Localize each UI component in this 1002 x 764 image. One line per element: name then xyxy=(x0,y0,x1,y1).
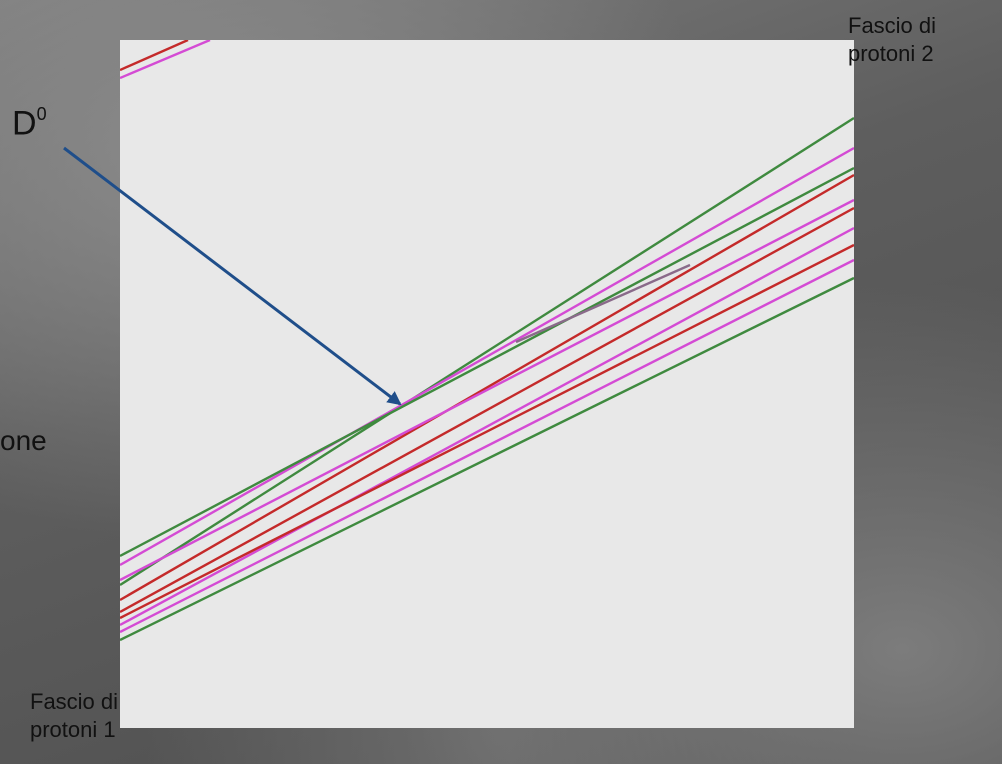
beam-2-label-line2: protoni 2 xyxy=(848,41,934,66)
event-display-panel xyxy=(120,40,854,728)
track-red xyxy=(120,206,854,614)
track-magenta xyxy=(120,198,854,582)
track-magenta xyxy=(120,226,854,627)
d0-base: D xyxy=(12,104,37,143)
track-green xyxy=(120,116,854,587)
beam-1-label-line1: Fascio di xyxy=(30,689,119,714)
track-stub xyxy=(120,40,189,72)
d0-arrow xyxy=(63,146,402,406)
track-red xyxy=(120,243,854,620)
beam-1-label: Fascio di protoni 1 xyxy=(30,688,190,744)
beam-1-label-line2: protoni 1 xyxy=(30,717,116,742)
beam-2-label-line1: Fascio di xyxy=(848,13,937,38)
d0-meson-label: D0 xyxy=(12,96,47,143)
track-green xyxy=(120,276,854,642)
track-stub xyxy=(120,40,211,80)
truncated-label: one xyxy=(0,425,47,456)
beam-2-label: Fascio di protoni 2 xyxy=(848,12,1002,68)
d0-superscript: 0 xyxy=(36,104,47,124)
track-green xyxy=(120,166,854,558)
track-red xyxy=(120,173,854,602)
track-magenta xyxy=(120,258,854,634)
track-short xyxy=(515,263,691,344)
track-magenta xyxy=(120,146,854,567)
